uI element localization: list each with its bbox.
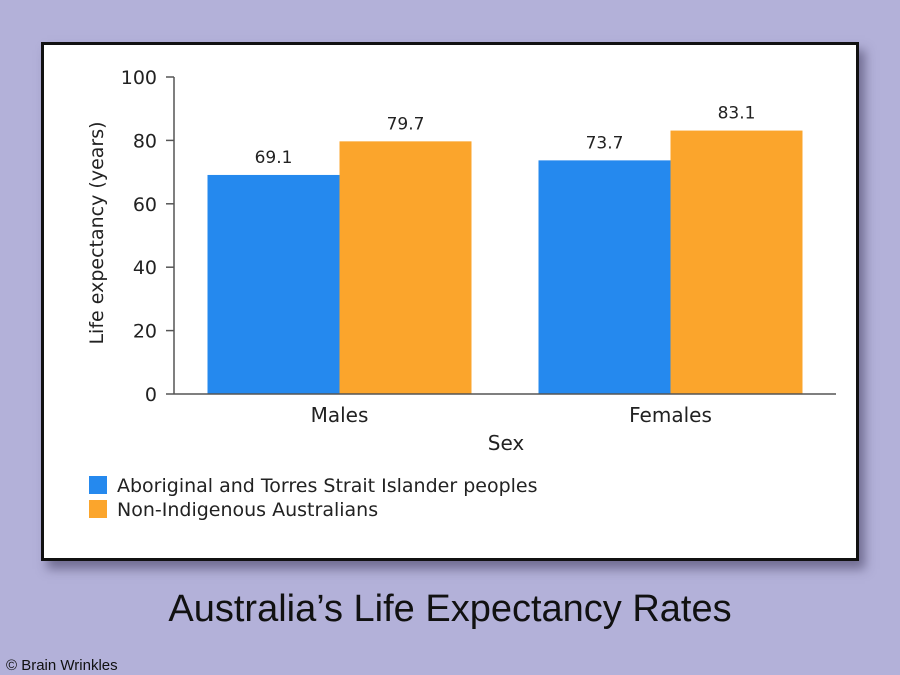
y-tick-label: 60: [133, 194, 157, 216]
bar-females-series-2: [670, 130, 803, 394]
x-tick-label: Males: [311, 403, 369, 427]
legend: Aboriginal and Torres Strait Islander pe…: [89, 475, 538, 521]
legend-label: Non-Indigenous Australians: [117, 499, 378, 521]
data-label: 69.1: [255, 148, 293, 168]
y-tick-label: 0: [145, 384, 157, 406]
slide-title: Australia’s Life Expectancy Rates: [168, 588, 732, 630]
y-tick-label: 100: [121, 67, 157, 89]
y-axis-label: Life expectancy (years): [86, 121, 108, 344]
y-tick-label: 20: [133, 321, 157, 343]
x-axis-label: Sex: [488, 431, 525, 455]
data-label: 79.7: [387, 114, 425, 134]
legend-swatch: [89, 500, 107, 518]
bar-chart: 0 20 40 60 80 100 69.1 79.7 73.7 83.1 Males Femal…: [86, 67, 836, 521]
copyright-notice: © Brain Wrinkles: [6, 657, 118, 674]
legend-label: Aboriginal and Torres Strait Islander pe…: [117, 475, 538, 497]
y-tick-label: 80: [133, 130, 157, 152]
bars: 69.1 79.7 73.7 83.1: [207, 104, 803, 394]
chart-frame: 0 20 40 60 80 100 69.1 79.7 73.7 83.1 Males Femal…: [41, 42, 859, 561]
legend-swatch: [89, 476, 107, 494]
x-tick-label: Females: [629, 403, 712, 427]
bar-females-series-1: [538, 160, 671, 394]
bar-males-series-2: [339, 141, 472, 394]
y-axis: 0 20 40 60 80 100: [121, 67, 175, 406]
y-tick-label: 40: [133, 257, 157, 279]
data-label: 83.1: [718, 104, 756, 124]
bar-males-series-1: [207, 174, 340, 394]
x-axis: Males Females: [174, 393, 836, 427]
data-label: 73.7: [586, 133, 624, 153]
